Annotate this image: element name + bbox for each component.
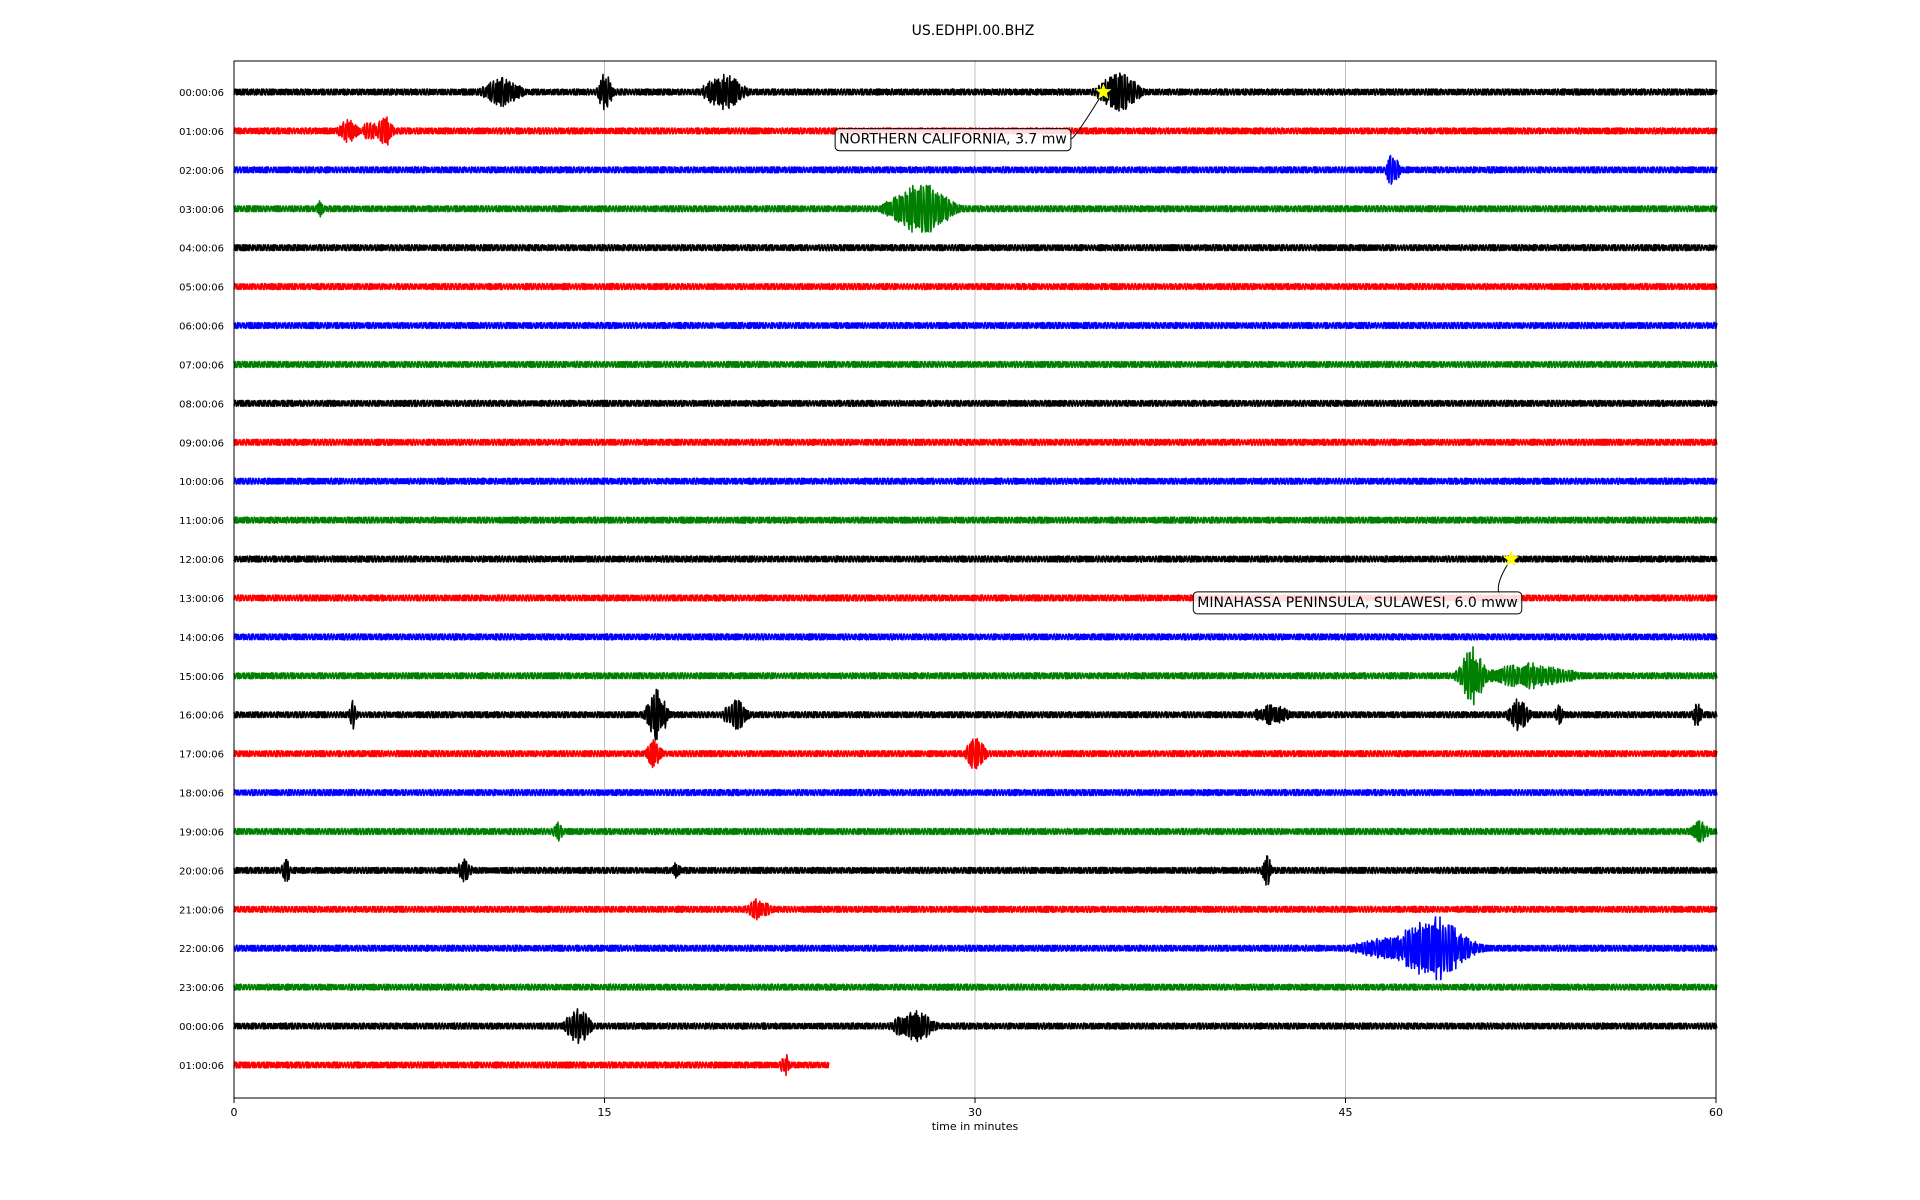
trace-row-15 bbox=[233, 646, 1718, 706]
trace-row-25 bbox=[233, 1053, 830, 1077]
trace-row-17 bbox=[233, 737, 1718, 770]
trace-row-9 bbox=[233, 438, 1718, 447]
trace-row-20 bbox=[233, 855, 1718, 886]
row-time-label: 16:00:06 bbox=[179, 711, 224, 722]
row-time-label: 07:00:06 bbox=[179, 360, 224, 371]
row-time-label: 09:00:06 bbox=[179, 438, 224, 449]
trace-row-19 bbox=[233, 820, 1718, 843]
x-tick-label: 0 bbox=[231, 1106, 238, 1119]
trace-row-3 bbox=[233, 184, 1718, 233]
event-annotations: NORTHERN CALIFORNIA, 3.7 mw MINAHASSA PEN… bbox=[834, 83, 1523, 615]
row-time-label: 06:00:06 bbox=[179, 322, 224, 333]
trace-row-6 bbox=[233, 321, 1718, 330]
trace-row-22 bbox=[233, 916, 1718, 981]
trace-row-21 bbox=[233, 898, 1718, 921]
trace-row-2 bbox=[233, 154, 1718, 185]
row-time-label: 15:00:06 bbox=[179, 672, 224, 683]
event-label: MINAHASSA PENINSULA, SULAWESI, 6.0 mww bbox=[1197, 595, 1517, 611]
row-time-label: 14:00:06 bbox=[179, 633, 224, 644]
row-time-label: 01:00:06 bbox=[179, 1061, 224, 1072]
row-time-label: 02:00:06 bbox=[179, 166, 224, 177]
chart-title: US.EDHPI.00.BHZ bbox=[912, 23, 1035, 39]
row-time-label: 18:00:06 bbox=[179, 789, 224, 800]
x-gridlines bbox=[604, 61, 1346, 1098]
trace-row-7 bbox=[233, 360, 1718, 369]
row-time-label: 05:00:06 bbox=[179, 283, 224, 294]
row-time-label: 04:00:06 bbox=[179, 244, 224, 255]
row-time-label: 13:00:06 bbox=[179, 594, 224, 605]
event-label-box bbox=[834, 128, 1072, 152]
x-tick-label: 15 bbox=[598, 1106, 612, 1119]
row-time-label: 20:00:06 bbox=[179, 866, 224, 877]
row-time-label: 00:00:06 bbox=[179, 88, 224, 99]
trace-row-24 bbox=[233, 1008, 1718, 1045]
row-time-label: 12:00:06 bbox=[179, 555, 224, 566]
row-time-label: 19:00:06 bbox=[179, 827, 224, 838]
row-labels: 00:00:06 01:00:06 02:00:06 03:00:06 04:00:06… bbox=[179, 88, 224, 1072]
event-label-box bbox=[1192, 591, 1523, 615]
trace-row-10 bbox=[233, 477, 1718, 485]
event-connector bbox=[1070, 91, 1104, 140]
event-star-icon bbox=[1095, 83, 1112, 100]
row-time-label: 08:00:06 bbox=[179, 399, 224, 410]
row-time-label: 10:00:06 bbox=[179, 477, 224, 488]
event-star-icon bbox=[1502, 550, 1520, 567]
x-tick-label: 30 bbox=[968, 1106, 982, 1119]
trace-row-14 bbox=[233, 633, 1718, 641]
trace-row-18 bbox=[233, 788, 1718, 797]
x-axis-ticks: 0 15 30 45 60 bbox=[231, 1098, 1723, 1119]
row-time-label: 03:00:06 bbox=[179, 205, 224, 216]
trace-row-11 bbox=[233, 516, 1718, 524]
event-label: NORTHERN CALIFORNIA, 3.7 mw bbox=[839, 132, 1067, 148]
row-time-label: 01:00:06 bbox=[179, 127, 224, 138]
row-time-label: 17:00:06 bbox=[179, 750, 224, 761]
row-time-label: 21:00:06 bbox=[179, 905, 224, 916]
trace-row-23 bbox=[233, 983, 1718, 991]
trace-row-4 bbox=[233, 243, 1718, 252]
x-tick-label: 45 bbox=[1339, 1106, 1353, 1119]
trace-group bbox=[233, 72, 1718, 1077]
x-tick-label: 60 bbox=[1709, 1106, 1723, 1119]
row-time-label: 00:00:06 bbox=[179, 1022, 224, 1033]
row-time-label: 23:00:06 bbox=[179, 983, 224, 994]
trace-row-16 bbox=[233, 688, 1718, 741]
trace-row-5 bbox=[233, 282, 1718, 291]
trace-row-0 bbox=[233, 72, 1718, 112]
row-time-label: 22:00:06 bbox=[179, 944, 224, 955]
x-axis-label: time in minutes bbox=[932, 1120, 1019, 1133]
row-time-label: 11:00:06 bbox=[179, 516, 224, 527]
trace-row-8 bbox=[233, 399, 1718, 408]
trace-row-12 bbox=[233, 555, 1718, 563]
